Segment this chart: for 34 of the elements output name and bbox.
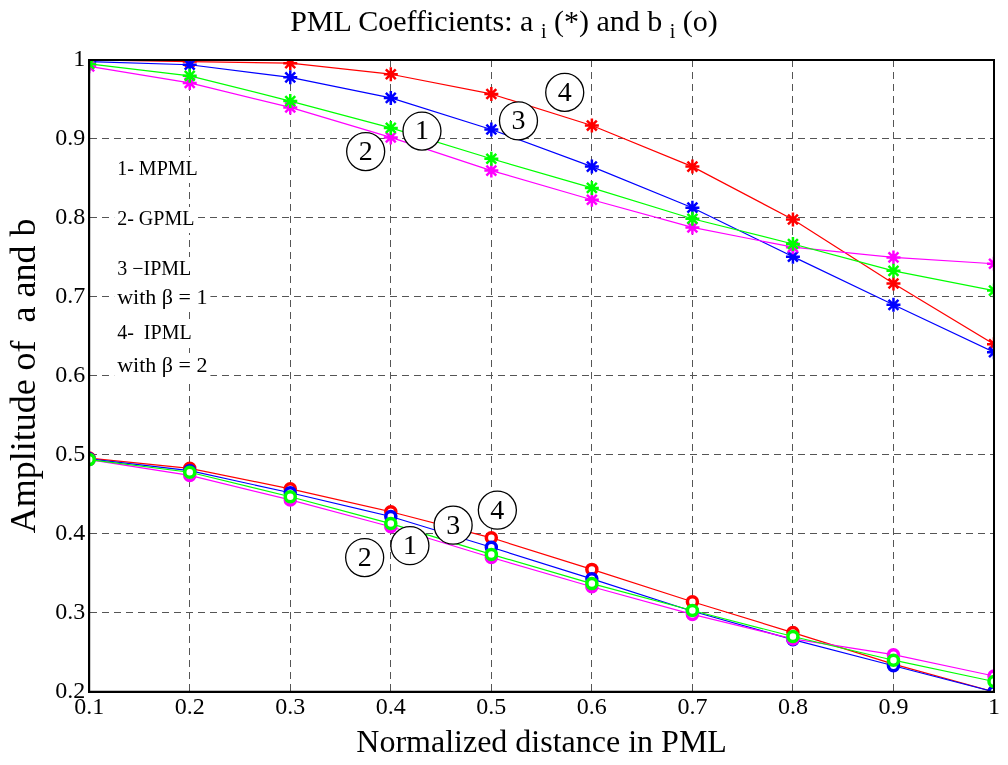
x-tick-label: 0.9 [878,693,909,720]
x-tick-label: 0.5 [476,693,507,720]
y-tick-label: 0.3 [55,598,86,625]
y-axis-title: Amplitude of a and b [3,218,44,534]
annotation: 1- MPML [117,157,198,180]
x-axis-title: Normalized distance in PML [356,723,727,760]
annotation: 4 [490,493,505,525]
x-tick-label: 1 [988,693,1000,720]
annotation: 1 [414,114,429,146]
annotation: 3 −IPML [117,257,192,280]
y-tick-label: 0.7 [55,282,86,309]
x-tick-label: 0.4 [375,693,406,720]
annotation: with β = 1 [117,283,208,309]
annotation: 2 [358,134,373,166]
annotation: 4- IPML [117,321,192,344]
x-tick-label: 0.6 [576,693,607,720]
chart-title: PML Coefficients: a $_{i}$ (*) and b $_{i}$ (o) [289,4,719,43]
annotation: 3 [446,508,461,540]
annotation: 4 [557,75,572,107]
annotation: 3 [511,104,526,136]
y-tick-label: 0.8 [55,203,86,230]
y-tick-label: 0.6 [55,361,86,388]
annotation: 1 [402,529,417,561]
annotation: 2 [357,540,372,572]
annotation: with β = 2 [117,351,208,377]
x-tick-label: 0.7 [677,693,708,720]
x-tick-label: 0.8 [777,693,808,720]
x-tick-label: 0.3 [275,693,306,720]
x-tick-label: 0.2 [174,693,205,720]
annotation: 2- GPML [117,207,195,230]
y-tick-label: 0.5 [55,440,86,467]
y-tick-label: 1 [73,45,86,72]
y-tick-label: 0.9 [55,124,86,151]
y-tick-label: 0.4 [55,519,86,546]
